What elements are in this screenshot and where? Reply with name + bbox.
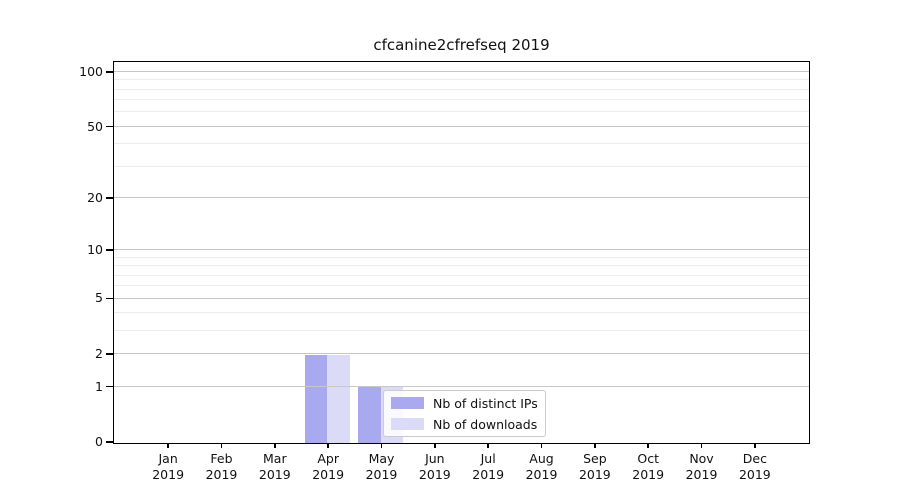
- x-tick-label-dec: Dec 2019: [723, 451, 787, 483]
- legend-item-distinct-ips: Nb of distinct IPs: [391, 394, 545, 412]
- y-axis-tick: [106, 385, 113, 388]
- y-axis-tick: [106, 248, 113, 251]
- chart-title: cfcanine2cfrefseq 2019: [373, 36, 550, 54]
- bar-nb-of-distinct-ips-may: [358, 387, 381, 443]
- x-tick-label-may: May 2019: [349, 451, 413, 483]
- x-tick-label-jul: Jul 2019: [456, 451, 520, 483]
- minor-gridline-y-80: [114, 88, 809, 90]
- minor-gridline-y-4: [114, 312, 809, 314]
- plot-area: [113, 61, 810, 444]
- minor-gridline-y-70: [114, 99, 809, 101]
- year-label: 2019: [365, 467, 398, 482]
- year-label: 2019: [205, 467, 238, 482]
- x-axis-tick: [167, 443, 169, 448]
- x-axis-tick: [700, 443, 703, 448]
- x-axis-tick: [220, 443, 223, 448]
- x-axis-tick: [647, 443, 649, 448]
- gridline-y-50: [114, 125, 809, 127]
- minor-gridline-y-40: [114, 143, 809, 145]
- y-tick-label: 50: [87, 118, 103, 134]
- year-label: 2019: [152, 467, 185, 482]
- x-axis-tick: [594, 443, 596, 448]
- month-name: Sep: [583, 451, 607, 466]
- year-label: 2019: [525, 467, 558, 482]
- year-label: 2019: [685, 467, 718, 482]
- bar-nb-of-downloads-apr: [327, 354, 350, 443]
- legend-label-distinct-ips: Nb of distinct IPs: [433, 395, 538, 411]
- gridline-y-100: [114, 71, 809, 72]
- year-label: 2019: [578, 467, 611, 482]
- month-name: May: [368, 451, 395, 466]
- x-axis-tick: [487, 443, 489, 448]
- x-tick-label-apr: Apr 2019: [296, 451, 360, 483]
- minor-gridline-y-6: [114, 285, 809, 287]
- x-tick-label-nov: Nov 2019: [670, 451, 734, 483]
- x-tick-label-aug: Aug 2019: [510, 451, 574, 483]
- minor-gridline-y-60: [114, 111, 809, 113]
- month-name: Dec: [742, 451, 767, 466]
- x-tick-label-feb: Feb 2019: [189, 451, 253, 483]
- x-axis-tick: [434, 443, 436, 448]
- y-axis-tick: [106, 441, 113, 443]
- x-tick-label-jan: Jan 2019: [136, 451, 200, 483]
- year-label: 2019: [312, 467, 345, 482]
- year-label: 2019: [258, 467, 291, 482]
- y-tick-label: 100: [79, 63, 103, 79]
- bar-nb-of-distinct-ips-apr: [304, 354, 328, 443]
- y-tick-label: 20: [87, 189, 103, 205]
- legend-swatch-distinct-ips: [391, 397, 424, 409]
- minor-gridline-y-90: [114, 79, 809, 81]
- x-axis-tick: [754, 443, 756, 448]
- year-label: 2019: [632, 467, 665, 482]
- minor-gridline-y-7: [114, 274, 809, 276]
- y-tick-label: 2: [95, 346, 103, 362]
- y-axis-tick: [106, 353, 113, 355]
- y-axis-tick: [106, 197, 113, 199]
- legend-swatch-downloads: [391, 418, 424, 430]
- gridline-y-5: [114, 297, 809, 299]
- month-name: Oct: [637, 451, 659, 466]
- x-axis-tick: [380, 443, 383, 448]
- gridline-y-20: [114, 197, 809, 199]
- legend: Nb of distinct IPs Nb of downloads: [383, 390, 546, 437]
- gridline-y-2: [114, 353, 809, 355]
- month-name: Jun: [425, 451, 445, 466]
- y-tick-label: 1: [95, 378, 103, 394]
- y-axis-tick: [106, 125, 113, 128]
- legend-label-downloads: Nb of downloads: [433, 416, 538, 432]
- y-tick-label: 10: [87, 241, 103, 257]
- minor-gridline-y-9: [114, 256, 809, 258]
- gridline-y-1: [114, 385, 809, 387]
- year-label: 2019: [472, 467, 505, 482]
- y-tick-label: 5: [95, 290, 103, 306]
- legend-item-downloads: Nb of downloads: [391, 415, 545, 433]
- y-axis-tick: [106, 71, 113, 73]
- month-name: Feb: [210, 451, 233, 466]
- minor-gridline-y-3: [114, 330, 809, 332]
- minor-gridline-y-30: [114, 165, 809, 167]
- x-axis-tick: [274, 443, 276, 448]
- x-axis-tick: [327, 443, 329, 448]
- minor-gridline-y-8: [114, 265, 809, 267]
- x-tick-label-oct: Oct 2019: [616, 451, 680, 483]
- year-label: 2019: [418, 467, 451, 482]
- x-axis-tick: [540, 443, 543, 448]
- month-name: Aug: [529, 451, 554, 466]
- x-tick-label-mar: Mar 2019: [243, 451, 307, 483]
- month-name: Jul: [480, 451, 496, 466]
- year-label: 2019: [738, 467, 771, 482]
- month-name: Jan: [158, 451, 178, 466]
- y-tick-label: 0: [95, 434, 103, 450]
- month-name: Apr: [317, 451, 339, 466]
- month-name: Mar: [263, 451, 287, 466]
- month-name: Nov: [689, 451, 714, 466]
- x-tick-label-jun: Jun 2019: [403, 451, 467, 483]
- gridline-y-10: [114, 248, 809, 250]
- y-axis-tick: [106, 297, 113, 300]
- x-tick-label-sep: Sep 2019: [563, 451, 627, 483]
